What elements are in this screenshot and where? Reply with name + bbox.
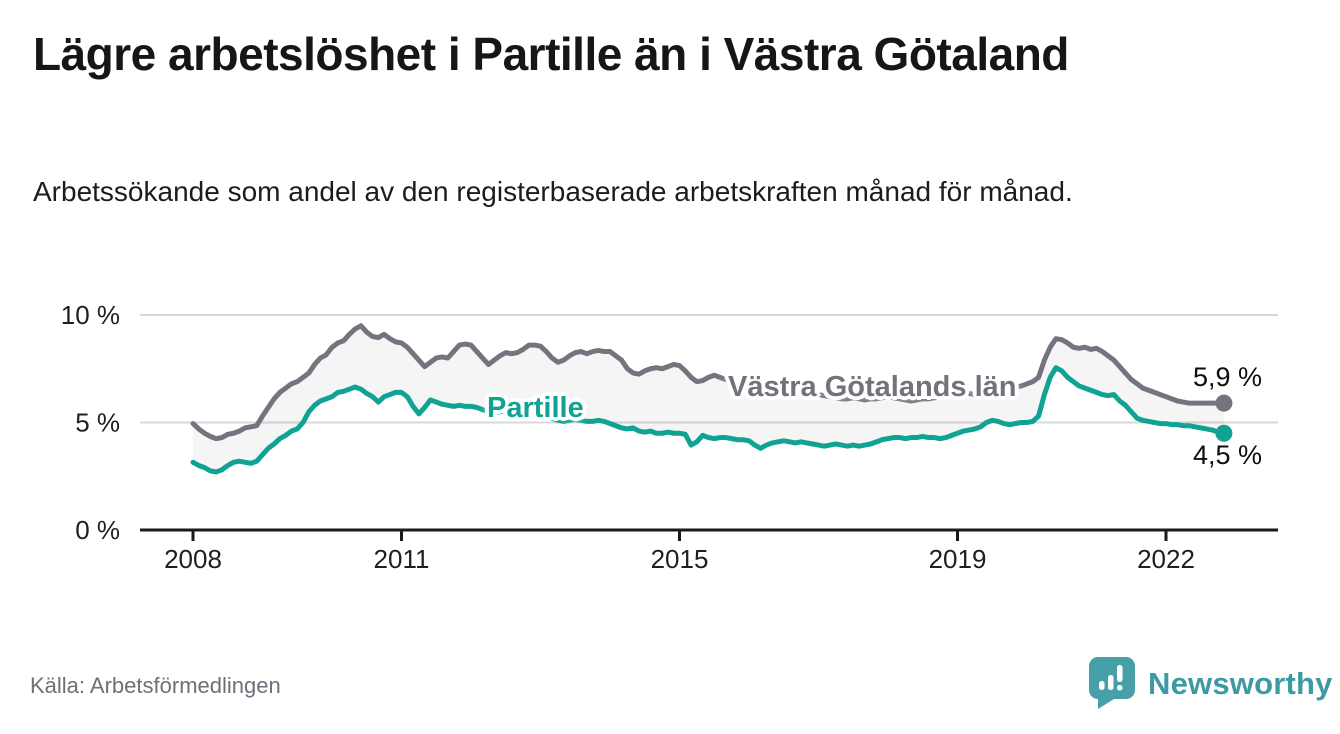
- x-tick-label: 2011: [374, 544, 430, 574]
- end-value-partille: 4,5 %: [1193, 440, 1263, 470]
- exclamation-dot: [1117, 685, 1123, 691]
- y-tick-label: 5 %: [75, 408, 120, 438]
- chart-title: Lägre arbetslöshet i Partille än i Västr…: [33, 28, 1069, 80]
- x-tick-label: 2019: [929, 544, 987, 574]
- source-note: Källa: Arbetsförmedlingen: [30, 673, 281, 698]
- end-value-vastra-gotaland: 5,9 %: [1193, 362, 1263, 392]
- x-tick-label: 2008: [164, 544, 222, 574]
- end-dot-vastra-gotaland: [1215, 394, 1233, 412]
- exclamation-bar: [1117, 665, 1123, 682]
- newsworthy-brand: Newsworthy: [1088, 656, 1333, 711]
- series-gap-band: [193, 325, 1224, 472]
- brand-wordmark: Newsworthy: [1148, 665, 1333, 701]
- line-partille: [190, 365, 1227, 475]
- series-label-vastra-gotaland: Västra Götalands län: [728, 371, 1017, 403]
- series-label-partille: Partille: [487, 392, 584, 424]
- y-tick-label: 10 %: [61, 300, 120, 330]
- end-dot-partille: [1215, 424, 1233, 442]
- x-tick-label: 2022: [1137, 544, 1195, 574]
- gridlines: 0 % 5 % 10 %: [61, 300, 1278, 545]
- x-axis: 2008 2011 2015 2019 2022: [140, 528, 1278, 574]
- chart-canvas: 0 % 5 % 10 % 2008 2011 2015 2019 2022: [61, 300, 1278, 574]
- bar-medium: [1108, 675, 1114, 690]
- line-chart: 0 % 5 % 10 % 2008 2011 2015 2019 2022 Västra G…: [0, 285, 1340, 585]
- y-tick-label: 0 %: [75, 515, 120, 545]
- x-tick-label: 2015: [651, 544, 709, 574]
- chart-subtitle: Arbetssökande som andel av den registerb…: [33, 176, 1073, 207]
- bar-small: [1099, 681, 1105, 690]
- newsworthy-logo-icon: [1089, 657, 1135, 709]
- line-vastra-gotaland: [190, 323, 1227, 442]
